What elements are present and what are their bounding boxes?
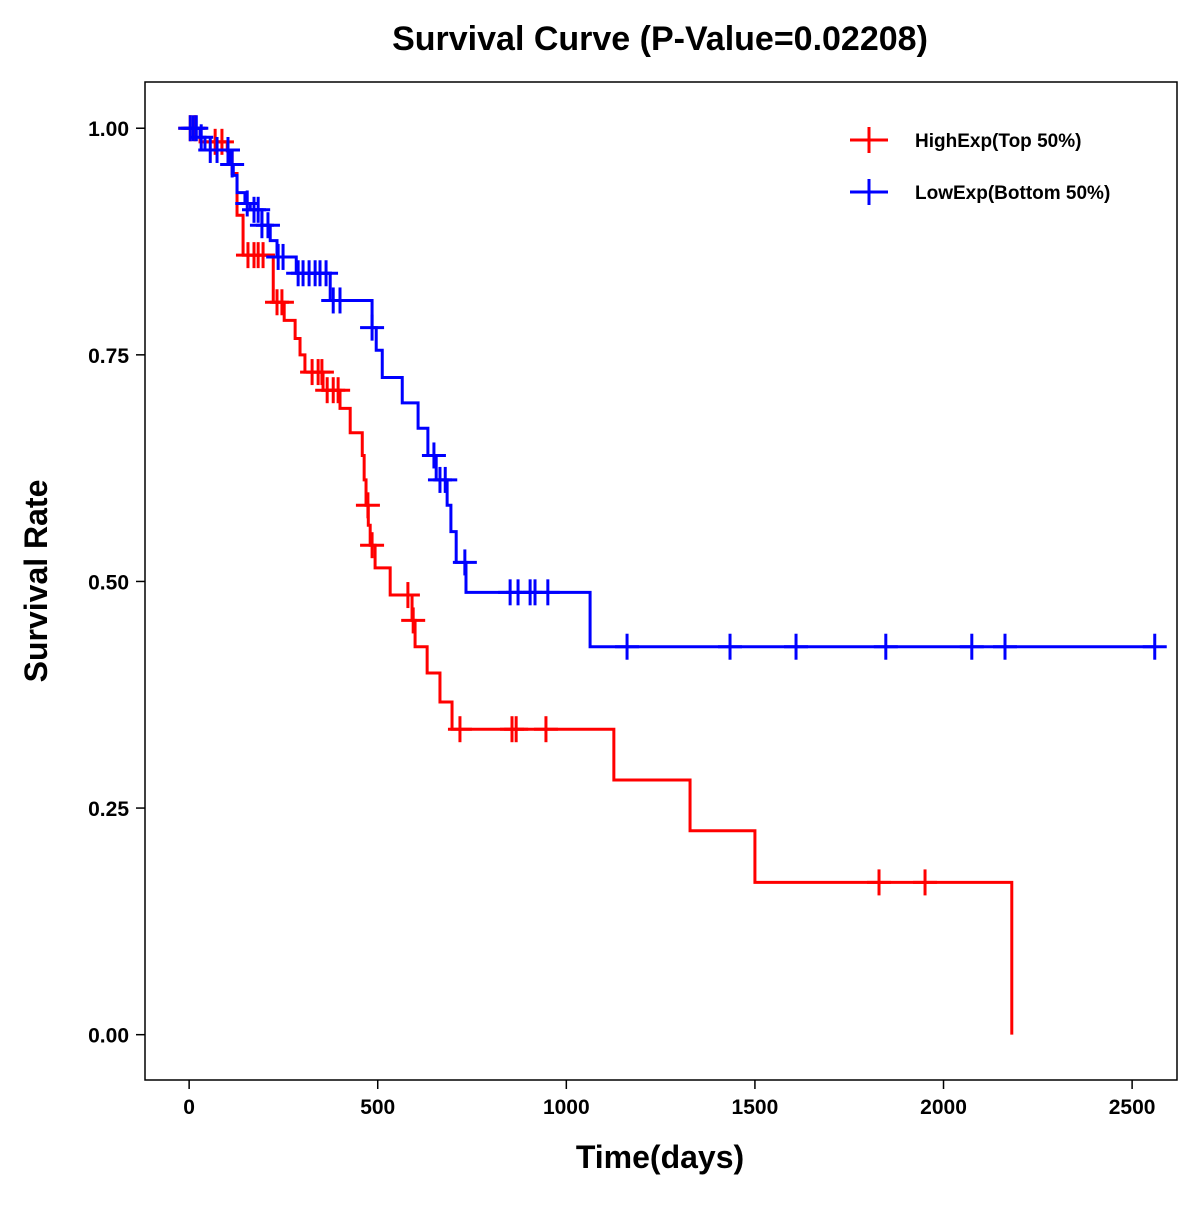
censor-mark: [993, 633, 1017, 660]
censor-mark: [913, 869, 938, 896]
censor-mark: [401, 607, 426, 634]
censor-mark: [355, 492, 380, 519]
chart-title: Survival Curve (P-Value=0.02208): [392, 20, 928, 58]
censor-mark: [447, 716, 472, 743]
censor-mark: [395, 582, 420, 609]
censor-mark: [251, 242, 276, 269]
censor-mark: [421, 442, 446, 469]
censor-mark: [360, 532, 385, 559]
censor-mark: [269, 289, 294, 316]
y-tick-label: 0.00: [88, 1025, 129, 1048]
x-tick-label: 1000: [543, 1096, 590, 1119]
censor-mark: [235, 190, 260, 217]
x-tick-label: 2000: [920, 1096, 967, 1119]
y-tick-label: 0.75: [88, 345, 129, 368]
y-tick-label: 0.50: [88, 571, 129, 594]
censor-mark: [452, 549, 477, 576]
x-axis-label: Time(days): [576, 1139, 744, 1175]
censor-mark: [718, 633, 743, 660]
censor-mark: [873, 633, 898, 660]
x-tick-label: 0: [183, 1096, 195, 1119]
legend-item: LowExp(Bottom 50%): [850, 179, 1110, 205]
y-tick-label: 1.00: [88, 118, 129, 141]
plot-area: [144, 81, 1178, 1081]
censor-mark: [959, 633, 984, 660]
legend-label: LowExp(Bottom 50%): [915, 183, 1110, 204]
censor-mark: [615, 633, 640, 660]
censor-mark: [1142, 633, 1167, 660]
y-tick-label: 0.25: [88, 798, 129, 821]
censor-mark: [504, 716, 529, 743]
legend-label: HighExp(Top 50%): [915, 131, 1081, 152]
censor-mark: [360, 314, 385, 341]
legend-item: HighExp(Top 50%): [850, 127, 1081, 153]
censor-mark: [255, 212, 280, 239]
censor-mark: [314, 260, 339, 287]
y-axis-label: Survival Rate: [18, 480, 54, 683]
censor-mark: [246, 196, 271, 223]
x-tick-label: 500: [360, 1096, 395, 1119]
censor-mark: [326, 377, 351, 404]
survival-curve-high: [189, 126, 1014, 1035]
censor-mark: [784, 633, 809, 660]
censor-mark: [271, 243, 296, 270]
censor-mark: [328, 287, 353, 314]
censor-mark: [535, 579, 560, 606]
censor-mark: [215, 136, 240, 163]
x-tick-label: 1500: [732, 1096, 779, 1119]
x-tick-label: 2500: [1109, 1096, 1156, 1119]
legend: HighExp(Top 50%) LowExp(Bottom 50%): [850, 127, 1110, 205]
censor-mark: [533, 716, 558, 743]
censor-mark: [433, 466, 458, 493]
censor-mark: [309, 359, 334, 386]
censor-mark: [220, 151, 245, 178]
censor-mark: [867, 869, 892, 896]
